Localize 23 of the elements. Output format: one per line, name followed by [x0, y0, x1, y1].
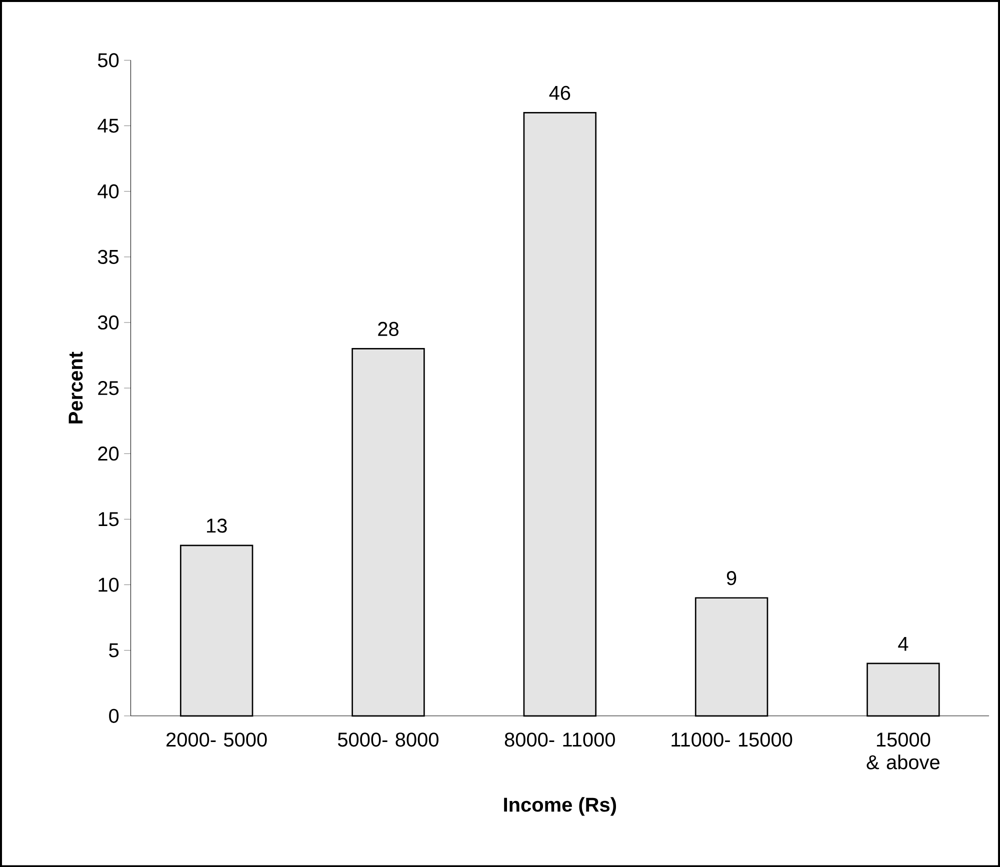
y-tick-label: 45: [98, 118, 119, 133]
x-tick-label: 11000- 15000: [672, 732, 792, 747]
y-tick-label: 15: [98, 512, 119, 526]
x-tick-label: 15000 & above: [866, 732, 940, 770]
x-axis-title: Income (Rs): [504, 796, 616, 816]
data-label: 13: [206, 518, 227, 533]
y-tick-label: 25: [98, 380, 119, 395]
y-tick-label: 10: [98, 578, 119, 592]
x-tick-label: 8000- 11000: [504, 732, 615, 747]
y-tick-label: 35: [98, 250, 119, 264]
y-tick-label: 5: [109, 643, 119, 658]
y-tick-label: 20: [98, 446, 119, 461]
y-tick-label: 40: [98, 184, 119, 198]
y-tick-label: 0: [109, 708, 119, 723]
x-tick-label: 2000- 5000: [166, 732, 267, 747]
data-label: 46: [549, 86, 570, 100]
x-tick-label: 5000- 8000: [338, 732, 438, 747]
data-label: 28: [378, 322, 398, 336]
data-label: 4: [898, 636, 908, 651]
y-axis-title: Percent: [68, 352, 83, 424]
y-tick-label: 50: [98, 53, 119, 68]
y-tick-label: 30: [98, 315, 119, 330]
data-label: 9: [726, 570, 736, 586]
